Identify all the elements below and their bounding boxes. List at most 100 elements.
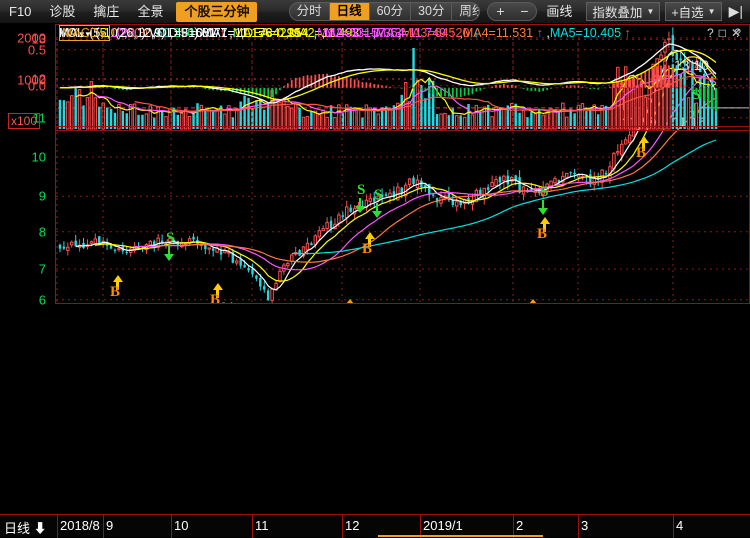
zoom-out-button[interactable]: − [520,3,529,19]
date-axis-separator [103,515,104,538]
y-axis-tick: 6 [38,292,46,308]
date-axis-label: 2019/1 [423,518,463,533]
vol-params: (5,10,20) [95,26,149,40]
macd-window-buttons[interactable]: ?□✕ [707,24,746,42]
horizontal-scrollbar[interactable] [378,535,543,537]
svg-text:S: S [374,187,382,203]
buy-signal-marker: B [210,283,223,304]
period-minute[interactable]: 分时 [290,3,330,20]
chevron-down-icon: ▼ [707,7,716,16]
price-window-buttons[interactable]: ? [734,24,746,42]
index-overlay-label: 指数叠加 [592,6,643,20]
catch-dealer-button[interactable]: 擒庄 [93,3,120,19]
index-overlay-button[interactable]: 指数叠加 ▼ [586,2,661,21]
y-axis-tick: 1000 [17,72,46,88]
price-indicator-bar: MA▼ (5,10,20,30,60,250) MA1=11.176 ↑ ,MA… [55,24,750,42]
date-axis-label: 4 [676,518,684,533]
macd-indicator-name[interactable]: MACD▼ [59,25,110,41]
chevron-down-icon[interactable]: ▼ [84,30,92,39]
y-axis-tick: 13 [31,31,46,47]
diagnose-stock-button[interactable]: 诊股 [49,3,76,19]
macd-params: (26,12,9) [115,26,169,40]
chevron-down-icon: ▼ [646,7,655,16]
buy-signal-marker: B [636,136,649,161]
macd-panel[interactable]: 0.5 0.0 MACD▼ (26,12,9) DIF=0.077 ↓ ,DEA=… [0,24,750,127]
sell-signal-marker: S [355,182,365,213]
ma-params: (5,10,20,30,60,250) [89,26,202,40]
date-axis-separator [252,515,253,538]
date-axis-label: 12 [345,518,360,533]
volume-y-axis: x100 2000 1000 [0,24,55,131]
y-axis-tick: 8 [38,224,46,240]
period-30min[interactable]: 30分 [411,3,453,20]
buy-signal-marker: B [110,275,123,300]
y-axis-tick: 7 [38,261,46,277]
macd-y-axis: 0.5 0.0 [0,24,55,127]
date-axis-label: 10 [174,518,189,533]
volume-unit-label: x100 [8,113,41,129]
close-icon[interactable]: ✕ [730,26,746,40]
date-axis: 日线 ⬇ 2018/8 9 10 11 12 2019/1 2 3 4 [0,514,750,538]
top-toolbar: F10 诊股 擒庄 全景 个股三分钟 分时 日线 60分 30分 周线 ▼ + … [0,0,750,24]
f10-button[interactable]: F10 [9,3,32,19]
period-weekly-label: 周线 [459,4,479,18]
chevron-down-icon[interactable]: ▼ [98,30,107,39]
close-icon[interactable]: ✕ [730,26,746,40]
ma-indicator-name[interactable]: MA [59,26,78,40]
maximize-icon[interactable]: □ [718,26,731,40]
date-axis-label: 9 [106,518,114,533]
panorama-button[interactable]: 全景 [137,3,164,19]
draw-line-button[interactable]: 画线 [546,3,573,19]
y-axis-tick: 0.5 [27,42,46,58]
price-annotation: 6.01 [208,299,235,304]
sell-signal-marker: S [164,230,174,261]
y-axis-tick: 0.0 [27,78,46,94]
y-axis-tick: 12 [31,71,46,87]
chevron-down-icon[interactable]: ▼ [77,30,86,39]
stock-three-minutes-tab[interactable]: 个股三分钟 [176,1,258,22]
svg-text:B: B [210,292,220,304]
vol-indicator-name[interactable]: VOL [59,26,85,40]
volume-window-buttons[interactable]: ?□✕ [707,24,746,42]
ma-values: MA1=11.176 ↑ ,MA2=11.493 ↓ ,MA3=11.749 ↑… [201,26,631,40]
chevron-down-icon: ⬇ [30,521,47,536]
y-axis-tick: 2000 [17,30,46,46]
date-axis-label: 3 [581,518,589,533]
date-axis-separator [420,515,421,538]
volume-indicator-bar: VOL▼ (5,10,20) VOL=31681 ↑ ,MA1=34299 ↓ … [55,24,750,42]
svg-text:B: B [537,226,547,242]
help-icon[interactable]: ? [734,26,746,40]
date-axis-separator [171,515,172,538]
svg-text:S: S [357,182,365,198]
sell-signal-marker: S [538,184,548,215]
price-panel[interactable]: 13 12 11 10 9 8 7 6 MA▼ (5,10,20,30,60,250) MA1… [0,24,750,308]
date-axis-separator [57,515,58,538]
macd-chart-svg [56,43,749,127]
macd-indicator-bar: MACD▼ (26,12,9) DIF=0.077 ↓ ,DEA=0.254 ↓… [55,24,750,42]
help-icon[interactable]: ? [707,26,719,40]
date-axis-label: 11 [255,518,269,533]
period-selector[interactable]: 分时 日线 60分 30分 周线 ▼ [288,2,481,21]
collapse-panel-icon[interactable]: ▶| [728,3,743,19]
chart-area: 13 12 11 10 9 8 7 6 MA▼ (5,10,20,30,60,250) MA1… [0,24,750,514]
svg-text:S: S [166,230,174,246]
zoom-controls[interactable]: + − [487,2,538,21]
svg-text:B: B [110,284,120,300]
svg-text:B: B [362,241,372,257]
period-daily[interactable]: 日线 [329,3,370,20]
add-watchlist-label: +自选 [671,6,704,20]
zoom-in-button[interactable]: + [496,3,505,19]
help-icon[interactable]: ? [707,26,719,40]
period-60min[interactable]: 60分 [370,3,411,20]
date-axis-label: 2 [516,518,524,533]
y-axis-tick: 9 [38,188,46,204]
maximize-icon[interactable]: □ [718,26,731,40]
price-y-axis: 13 12 11 10 9 8 7 6 [0,24,55,308]
svg-text:B: B [636,145,646,161]
kline-mode-selector[interactable]: 日线 ⬇ [4,521,47,536]
date-axis-separator [578,515,579,538]
period-weekly[interactable]: 周线 ▼ [452,3,479,20]
add-watchlist-button[interactable]: +自选 ▼ [665,2,722,21]
svg-text:S: S [692,87,700,103]
date-axis-separator [342,515,343,538]
